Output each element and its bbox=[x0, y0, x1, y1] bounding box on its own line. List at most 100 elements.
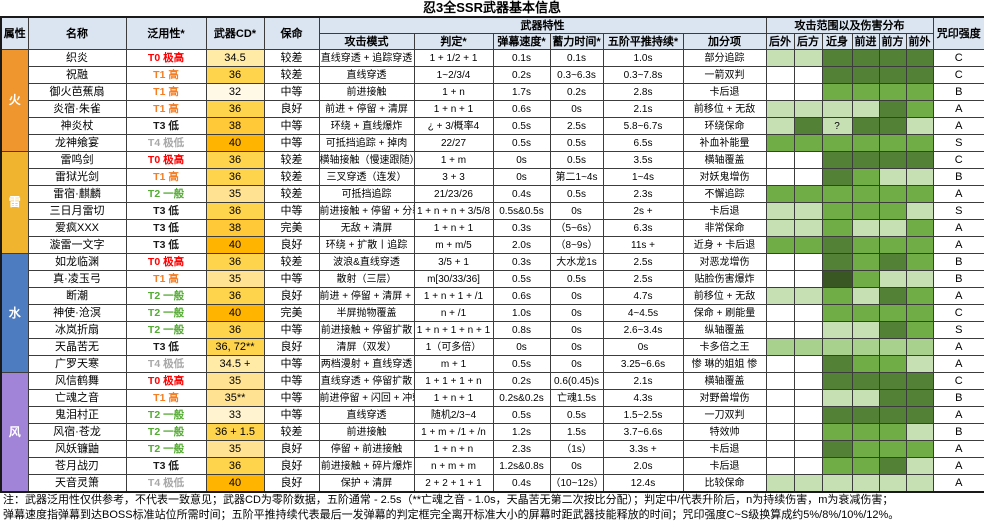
curse-strength-cell: S bbox=[932, 321, 984, 339]
range-heat-cell bbox=[821, 457, 853, 475]
push-duration-cell: 11s + bbox=[602, 236, 684, 254]
weapon-row: 漩雷一文字 T3 低 40 良好 环绕 + 扩散丨追踪 m + m/5 2.0s （8~9s）… bbox=[1, 236, 984, 254]
push-duration-cell: 3.3s + bbox=[602, 440, 684, 458]
range-heat-cell bbox=[851, 457, 880, 475]
judgment-cell: 1 + 1 + 1 + n bbox=[413, 372, 494, 390]
range-heat-cell bbox=[851, 474, 880, 493]
header-row-2: 攻击模式 判定* 弹幕速度* 蓄力时间* 五阶平推持续* 加分项 后外 后方 近… bbox=[1, 33, 984, 50]
range-heat-cell bbox=[878, 355, 907, 373]
range-heat-cell bbox=[765, 100, 795, 118]
weapon-row: 天晶苦无 T3 低 36, 72** 良好 清屏（双发） 1（可多倍） 0s 0s 0s 卡多倍之… bbox=[1, 338, 984, 356]
col-versatility: 泛用性* bbox=[125, 16, 207, 50]
barrage-speed-cell: 0.3s bbox=[492, 219, 551, 237]
weapon-name-cell: 风妖镰鼬 bbox=[27, 440, 127, 458]
survival-cell: 良好 bbox=[263, 474, 320, 493]
range-heat-cell bbox=[793, 202, 823, 220]
push-duration-cell: 2.3s bbox=[602, 185, 684, 203]
barrage-speed-cell: 0.1s bbox=[492, 49, 551, 67]
weapon-cd-cell: 33 bbox=[205, 406, 265, 424]
weapon-name-cell: 三日月雷切 bbox=[27, 202, 127, 220]
element-cell: 风 bbox=[0, 372, 29, 493]
range-heat-cell bbox=[765, 117, 795, 135]
curse-strength-cell: A bbox=[932, 355, 984, 373]
weapon-name-cell: 雷狱光剑 bbox=[27, 168, 127, 186]
barrage-speed-cell: 0.5s bbox=[492, 134, 551, 152]
range-heat-cell bbox=[765, 270, 795, 288]
weapon-cd-cell: 36 + 1.5 bbox=[205, 423, 265, 441]
range-heat-cell bbox=[821, 321, 853, 339]
range-heat-cell bbox=[905, 287, 934, 305]
barrage-speed-cell: 0.4s bbox=[492, 185, 551, 203]
attack-mode-cell: 直线穿透 + 追踪穿透 bbox=[318, 49, 415, 67]
charge-time-cell: 0.5s bbox=[549, 270, 604, 288]
range-heat-cell bbox=[821, 134, 853, 152]
versatility-cell: T3 低 bbox=[125, 202, 207, 220]
range-heat-cell bbox=[821, 423, 853, 441]
versatility-cell: T1 高 bbox=[125, 168, 207, 186]
barrage-speed-cell: 0.3s bbox=[492, 253, 551, 271]
col-range-rear-outer: 后外 bbox=[765, 33, 795, 50]
versatility-cell: T2 一般 bbox=[125, 185, 207, 203]
bonus-cell: 对妖鬼增伤 bbox=[682, 168, 767, 186]
weapon-cd-cell: 36 bbox=[205, 321, 265, 339]
weapon-row: 炎宿·朱雀 T1 高 36 良好 前进 + 停留 + 清屏 1 + n + 1 0.6s 0s… bbox=[1, 100, 984, 118]
weapon-cd-cell: 32 bbox=[205, 83, 265, 101]
range-heat-cell bbox=[793, 49, 823, 67]
col-group-attack-range: 攻击范围以及伤害分布 bbox=[765, 16, 934, 34]
weapon-cd-cell: 34.5 bbox=[205, 49, 265, 67]
charge-time-cell: 第二1~4s bbox=[549, 168, 604, 186]
weapon-name-cell: 天音灵箫 bbox=[27, 474, 127, 493]
curse-strength-cell: B bbox=[932, 253, 984, 271]
attack-mode-cell: 保护 + 清屏 bbox=[318, 474, 415, 493]
weapon-row: 风风信鹤舞 T0 极高 35 中等 直线穿透 + 停留扩散 1 + 1 + 1 + n 0.… bbox=[0, 372, 984, 493]
weapon-cd-cell: 35 bbox=[205, 185, 265, 203]
bonus-cell: 卡后退 bbox=[682, 440, 767, 458]
attack-mode-cell: 横轴接触（慢速跟随） bbox=[318, 151, 415, 169]
range-heat-cell bbox=[821, 406, 853, 424]
curse-strength-cell: B bbox=[932, 168, 984, 186]
barrage-speed-cell: 2.0s bbox=[492, 236, 551, 254]
weapon-row: 爱疯XXX T3 低 38 完美 无敌 + 清屏 1 + n + 1 0.3s （5~6s） 6… bbox=[1, 219, 984, 237]
range-heat-cell bbox=[878, 304, 907, 322]
push-duration-cell: 6.5s bbox=[602, 134, 684, 152]
range-heat-cell bbox=[878, 49, 907, 67]
versatility-cell: T0 极高 bbox=[125, 372, 207, 390]
survival-cell: 较差 bbox=[263, 423, 320, 441]
weapon-row: 御火芭蕉扇 T1 高 32 中等 前进接触 1 + n 1.7s 0.2s 2.8s 卡后退 B bbox=[1, 83, 984, 101]
range-heat-cell bbox=[851, 270, 880, 288]
weapon-name-cell: 天晶苦无 bbox=[27, 338, 127, 356]
barrage-speed-cell: 0.5s&0.5s bbox=[492, 202, 551, 220]
range-heat-cell bbox=[905, 457, 934, 475]
range-heat-cell bbox=[793, 304, 823, 322]
barrage-speed-cell: 2.3s bbox=[492, 440, 551, 458]
range-heat-cell bbox=[905, 168, 934, 186]
survival-cell: 良好 bbox=[263, 338, 320, 356]
range-heat-cell bbox=[905, 338, 934, 356]
attack-mode-cell: 清屏（双发） bbox=[318, 338, 415, 356]
barrage-speed-cell: 0.2s&0.2s bbox=[492, 389, 551, 407]
col-weapon-cd: 武器CD* bbox=[205, 16, 265, 50]
attack-mode-cell: 直线穿透 + 停留扩散 bbox=[318, 372, 415, 390]
survival-cell: 良好 bbox=[263, 457, 320, 475]
range-heat-cell bbox=[765, 185, 795, 203]
survival-cell: 较差 bbox=[263, 151, 320, 169]
barrage-speed-cell: 0.5s bbox=[492, 117, 551, 135]
judgment-cell: 3/5 + 1 bbox=[413, 253, 494, 271]
weapon-name-cell: 风信鹤舞 bbox=[27, 372, 127, 390]
judgment-cell: 1 + 1/2 + 1 bbox=[413, 49, 494, 67]
charge-time-cell: 0.5s bbox=[549, 151, 604, 169]
versatility-cell: T2 一般 bbox=[125, 406, 207, 424]
bonus-cell: 不懈追踪 bbox=[682, 185, 767, 203]
bonus-cell: 对恶龙增伤 bbox=[682, 253, 767, 271]
range-heat-cell bbox=[821, 338, 853, 356]
range-heat-cell bbox=[851, 219, 880, 237]
range-heat-cell bbox=[821, 372, 853, 390]
range-heat-cell bbox=[793, 287, 823, 305]
bonus-cell: 前移位 + 无敌 bbox=[682, 287, 767, 305]
weapon-name-cell: 织炎 bbox=[27, 49, 127, 67]
range-heat-cell bbox=[765, 168, 795, 186]
page-title: 忍3全SSR武器基本信息 bbox=[423, 0, 561, 15]
attack-mode-cell: 可抵挡追踪 + 掉肉 bbox=[318, 134, 415, 152]
versatility-cell: T4 极低 bbox=[125, 134, 207, 152]
bonus-cell: 卡多倍之王 bbox=[682, 338, 767, 356]
